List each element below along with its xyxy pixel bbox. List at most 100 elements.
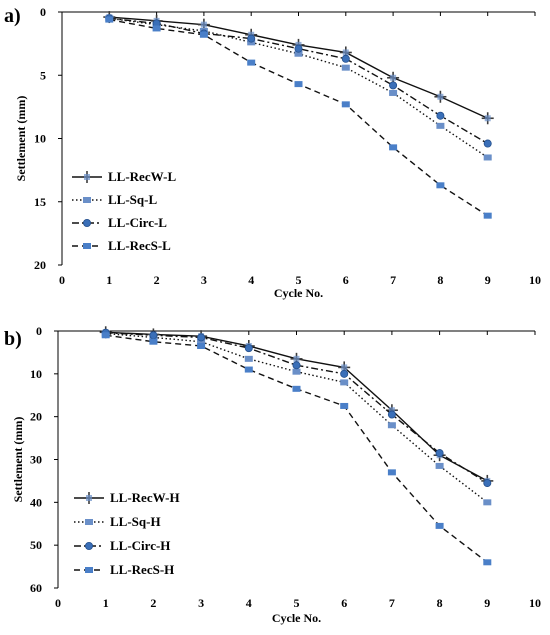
- chart-a-series-ll-recs-l-point: [436, 182, 445, 189]
- chart-a-series-ll-circ-l-point: [483, 139, 492, 148]
- chart-a-series-ll-sq-l-point: [436, 122, 445, 129]
- chart-b-y-tick-label: 20: [30, 410, 42, 424]
- chart-b-legend-item: LL-Circ-H: [74, 538, 170, 553]
- chart-b-y-tick-label: 30: [30, 453, 42, 467]
- chart-b-series-ll-recs-h-point: [197, 342, 206, 349]
- chart-b-series-ll-sq-h-point: [483, 499, 492, 506]
- chart-a-series-ll-circ-l-point: [436, 111, 445, 120]
- chart-a-x-axis-label: Cycle No.: [274, 286, 323, 300]
- chart-b-series-ll-recs-h-point: [149, 338, 158, 345]
- chart-a-series-ll-circ-l-point: [389, 81, 398, 90]
- chart-b-series-ll-sq-h-point: [340, 379, 349, 386]
- chart-b-legend-item: LL-Sq-H: [74, 514, 161, 529]
- chart-b-legend-label: LL-Sq-H: [110, 514, 161, 529]
- chart-b-y-tick-label: 0: [36, 324, 42, 338]
- chart-b-legend-label: LL-RecW-H: [110, 490, 180, 505]
- chart-b-series-ll-circ-h: [101, 328, 492, 488]
- chart-a-legend-item: LL-Circ-L: [72, 215, 167, 230]
- chart-b-x-tick-label: 8: [437, 596, 443, 610]
- chart-b-x-tick-label: 3: [198, 596, 204, 610]
- chart-b-series-ll-recs-h-point: [340, 402, 349, 409]
- chart-a-series-ll-sq-l-point: [341, 64, 350, 71]
- chart-a-series-ll-sq-l: [105, 15, 492, 161]
- chart-b-x-tick-label: 10: [529, 596, 541, 610]
- chart-a: a) 0 1 2 3 4 5 6 7 8 9 10 0 5 10 15 20 Cycle No. Settlemen…: [4, 5, 541, 300]
- chart-a-series-ll-circ-l-point: [294, 44, 303, 53]
- chart-b-series-ll-circ-h-point: [292, 361, 301, 370]
- chart-b-x-tick-label: 5: [294, 596, 300, 610]
- chart-b-x-tick-label: 4: [246, 596, 252, 610]
- chart-b-series-ll-circ-h-point: [483, 479, 492, 488]
- chart-a-series-ll-circ-l-point: [341, 54, 350, 63]
- chart-a-legend-label: LL-Sq-L: [108, 192, 157, 207]
- chart-a-series-ll-recs-l-point: [152, 25, 161, 32]
- chart-b-y-tick-label: 50: [30, 538, 42, 552]
- chart-a-x-tick-label: 8: [437, 273, 443, 287]
- chart-a-series-ll-recs-l-point: [199, 31, 208, 38]
- chart-a-x-tick-label: 3: [201, 273, 207, 287]
- chart-a-series-ll-recs-l-point: [247, 59, 256, 66]
- chart-b-legend-marker: [86, 495, 92, 501]
- chart-a-legend-marker: [84, 174, 90, 180]
- chart-b-series-ll-recw-h-point: [388, 407, 395, 414]
- chart-a-series-ll-recw-l-point: [390, 74, 397, 81]
- chart-a-series-ll-recs-l-point: [105, 16, 114, 23]
- chart-b-series-ll-circ-h-point: [340, 369, 349, 378]
- chart-a-x-tick-label: 6: [343, 273, 349, 287]
- chart-a-series-ll-recw-l-line: [109, 16, 488, 119]
- chart-a-legend-item: LL-Sq-L: [72, 192, 157, 207]
- chart-b-series-ll-sq-h-point: [244, 355, 253, 362]
- chart-a-series-ll-recw-l-point: [437, 93, 444, 100]
- chart-a-x-tick-label: 7: [390, 273, 396, 287]
- chart-a-y-axis-label: Settlement (mm): [14, 96, 28, 182]
- chart-b-y-tick-label: 40: [30, 495, 42, 509]
- chart-a-legend-label: LL-RecS-L: [108, 238, 171, 253]
- chart-a-y-tick-label: 15: [34, 195, 46, 209]
- chart-a-series-ll-recs-l-point: [483, 212, 492, 219]
- chart-a-series-ll-recs-l-point: [341, 101, 350, 108]
- chart-b-legend-marker: [85, 567, 93, 573]
- chart-b-y-tick-label: 60: [30, 581, 42, 595]
- chart-b-series-ll-sq-h-point: [435, 462, 444, 469]
- chart-b-series-ll-recs-h-point: [483, 559, 492, 566]
- chart-b-series-ll-recs-h-point: [244, 366, 253, 373]
- chart-b-x-tick-label: 1: [103, 596, 109, 610]
- chart-a-x-tick-label: 4: [248, 273, 254, 287]
- chart-b-legend-label: LL-RecS-H: [110, 562, 174, 577]
- chart-a-series-ll-recs-l-point: [294, 81, 303, 88]
- chart-b-series-ll-circ-h-point: [149, 331, 158, 340]
- chart-a-series-ll-sq-l-point: [389, 89, 398, 96]
- chart-b-legend-label: LL-Circ-H: [110, 538, 170, 553]
- chart-b-panel-label: b): [4, 328, 22, 350]
- chart-a-series-ll-sq-l-point: [294, 50, 303, 57]
- chart-a-legend-item: LL-RecW-L: [72, 169, 176, 184]
- chart-a-y-tick-label: 5: [40, 68, 46, 82]
- chart-a-legend-marker: [83, 218, 92, 227]
- chart-b-series-ll-circ-h-point: [197, 333, 206, 342]
- chart-b-x-axis-label: Cycle No.: [272, 611, 321, 625]
- chart-a-legend-label: LL-RecW-L: [108, 169, 176, 184]
- chart-a-series-ll-recw-l-point: [484, 115, 491, 122]
- chart-a-x-tick-label: 1: [106, 273, 112, 287]
- chart-b-series-ll-recs-h-point: [101, 332, 110, 339]
- chart-b-x-tick-label: 6: [341, 596, 347, 610]
- chart-a-y-tick-label: 20: [34, 258, 46, 272]
- chart-b-series-ll-recs-h: [101, 332, 492, 566]
- chart-a-series-ll-recs-l: [105, 16, 492, 219]
- chart-b-series-ll-sq-h-point: [387, 422, 396, 429]
- chart-b-series-ll-recs-h-point: [435, 522, 444, 529]
- chart-b-legend-item: LL-RecW-H: [74, 490, 180, 505]
- chart-b-legend-item: LL-RecS-H: [74, 562, 174, 577]
- chart-a-legend-label: LL-Circ-L: [108, 215, 167, 230]
- chart-a-series-ll-recs-l-point: [389, 144, 398, 151]
- chart-a-series-ll-recw-l: [103, 11, 494, 125]
- chart-b-x-tick-label: 2: [150, 596, 156, 610]
- chart-b-series-ll-recw-h-point: [341, 364, 348, 371]
- chart-a-x-tick-label: 2: [154, 273, 160, 287]
- chart-a-legend-marker: [83, 197, 91, 203]
- chart-a-x-tick-label: 10: [529, 273, 541, 287]
- chart-a-legend-item: LL-RecS-L: [72, 238, 171, 253]
- chart-a-series-ll-circ-l-point: [247, 34, 256, 43]
- chart-a-y-tick-label: 10: [34, 132, 46, 146]
